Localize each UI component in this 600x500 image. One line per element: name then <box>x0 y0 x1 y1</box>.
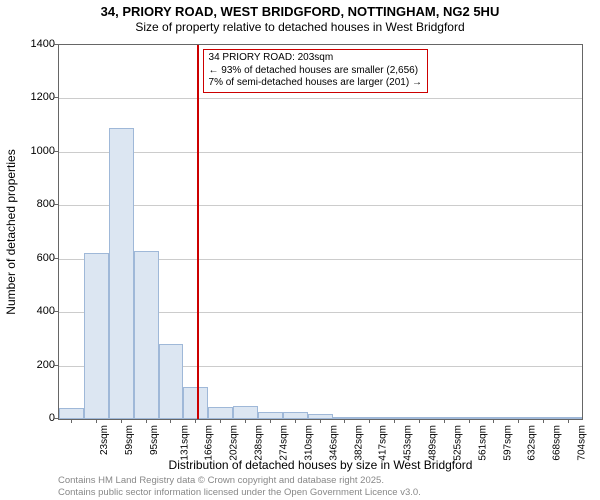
y-tick-label: 600 <box>15 252 55 264</box>
histogram-bar <box>109 128 134 419</box>
histogram-bar <box>308 414 333 419</box>
histogram-bar <box>557 417 582 419</box>
x-tick-label: 597sqm <box>503 425 514 461</box>
gridline <box>59 152 582 153</box>
y-tick-label: 0 <box>15 412 55 424</box>
x-tick-mark <box>170 419 171 423</box>
x-tick-mark <box>493 419 494 423</box>
x-tick-label: 131sqm <box>179 425 190 461</box>
x-tick-mark <box>444 419 445 423</box>
annotation-line2: ← 93% of detached houses are smaller (2,… <box>209 65 422 78</box>
x-tick-label: 166sqm <box>203 425 214 461</box>
x-tick-mark <box>394 419 395 423</box>
x-tick-mark <box>369 419 370 423</box>
annotation-line3: 7% of semi-detached houses are larger (2… <box>209 77 422 90</box>
histogram-bar <box>208 407 233 419</box>
attribution-line1: Contains HM Land Registry data © Crown c… <box>58 475 421 486</box>
x-tick-mark <box>320 419 321 423</box>
x-tick-label: 274sqm <box>278 425 289 461</box>
x-tick-mark <box>146 419 147 423</box>
y-tick-mark <box>54 151 58 152</box>
title-subtitle: Size of property relative to detached ho… <box>0 20 600 34</box>
histogram-bar <box>84 253 109 419</box>
histogram-bar <box>159 344 183 419</box>
x-tick-label: 238sqm <box>253 425 264 461</box>
y-tick-mark <box>54 258 58 259</box>
y-tick-mark <box>54 97 58 98</box>
y-axis-label: Number of detached properties <box>4 149 18 314</box>
x-tick-mark <box>245 419 246 423</box>
x-tick-mark <box>71 419 72 423</box>
x-tick-label: 417sqm <box>378 425 389 461</box>
y-tick-mark <box>54 365 58 366</box>
y-tick-label: 200 <box>15 359 55 371</box>
x-tick-mark <box>195 419 196 423</box>
histogram-bar <box>134 251 159 419</box>
histogram-bar <box>458 417 483 419</box>
attribution-line2: Contains public sector information licen… <box>58 487 421 498</box>
plot-area: 34 PRIORY ROAD: 203sqm ← 93% of detached… <box>58 44 583 420</box>
x-tick-label: 346sqm <box>328 425 339 461</box>
x-tick-mark <box>220 419 221 423</box>
histogram-bar <box>258 412 283 419</box>
y-tick-label: 1000 <box>15 145 55 157</box>
x-tick-label: 704sqm <box>577 425 588 461</box>
x-tick-mark <box>96 419 97 423</box>
chart-container: 34, PRIORY ROAD, WEST BRIDGFORD, NOTTING… <box>0 0 600 500</box>
x-tick-label: 489sqm <box>428 425 439 461</box>
histogram-bar <box>333 417 357 419</box>
attribution: Contains HM Land Registry data © Crown c… <box>58 475 421 498</box>
histogram-bar <box>483 417 507 419</box>
x-tick-label: 202sqm <box>228 425 239 461</box>
annotation-line1: 34 PRIORY ROAD: 203sqm <box>209 52 422 65</box>
x-tick-mark <box>419 419 420 423</box>
x-tick-label: 525sqm <box>453 425 464 461</box>
histogram-bar <box>233 406 258 419</box>
y-tick-mark <box>54 311 58 312</box>
x-tick-label: 382sqm <box>353 425 364 461</box>
y-tick-label: 800 <box>15 198 55 210</box>
gridline <box>59 205 582 206</box>
x-tick-mark <box>469 419 470 423</box>
x-tick-mark <box>270 419 271 423</box>
histogram-bar <box>59 408 84 419</box>
annotation-box: 34 PRIORY ROAD: 203sqm ← 93% of detached… <box>203 49 428 93</box>
property-marker-line <box>197 45 199 419</box>
y-tick-label: 400 <box>15 305 55 317</box>
y-tick-mark <box>54 418 58 419</box>
y-tick-label: 1400 <box>15 38 55 50</box>
histogram-bar <box>283 412 308 419</box>
y-tick-mark <box>54 44 58 45</box>
x-tick-mark <box>295 419 296 423</box>
x-tick-label: 632sqm <box>527 425 538 461</box>
histogram-bar <box>358 417 383 419</box>
x-tick-label: 59sqm <box>124 425 135 455</box>
y-tick-mark <box>54 204 58 205</box>
x-tick-mark <box>543 419 544 423</box>
title-address: 34, PRIORY ROAD, WEST BRIDGFORD, NOTTING… <box>0 4 600 19</box>
histogram-bar <box>383 417 408 419</box>
x-tick-mark <box>568 419 569 423</box>
x-tick-label: 668sqm <box>552 425 563 461</box>
histogram-bar <box>532 417 557 419</box>
y-tick-label: 1200 <box>15 91 55 103</box>
x-tick-mark <box>121 419 122 423</box>
histogram-bar <box>507 417 532 419</box>
histogram-bar <box>408 417 433 419</box>
x-tick-mark <box>344 419 345 423</box>
x-tick-label: 23sqm <box>99 425 110 455</box>
x-tick-label: 95sqm <box>149 425 160 455</box>
gridline <box>59 98 582 99</box>
x-tick-label: 561sqm <box>478 425 489 461</box>
x-tick-mark <box>518 419 519 423</box>
x-tick-label: 453sqm <box>403 425 414 461</box>
x-tick-label: 310sqm <box>303 425 314 461</box>
title-block: 34, PRIORY ROAD, WEST BRIDGFORD, NOTTING… <box>0 0 600 34</box>
